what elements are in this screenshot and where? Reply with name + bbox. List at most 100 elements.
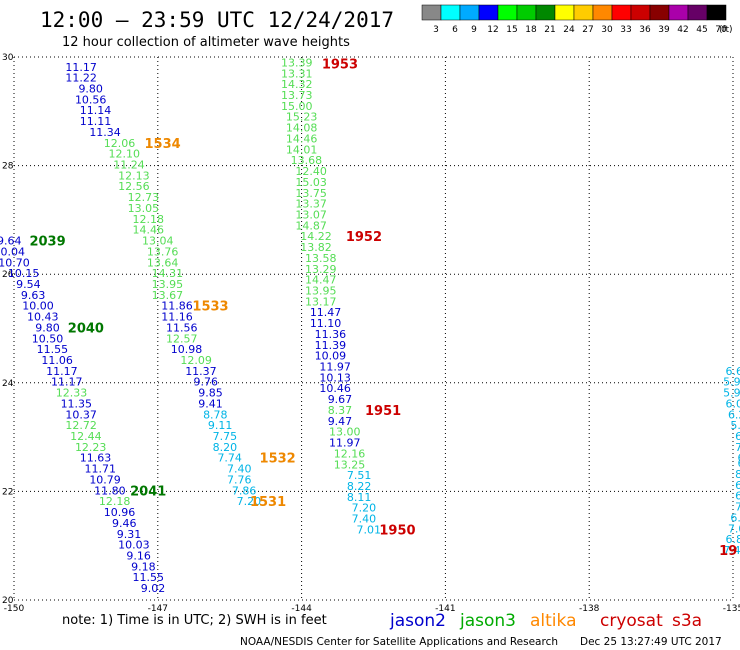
x-tick-label: -138: [579, 604, 600, 614]
x-tick-label: -135: [723, 604, 740, 614]
wave-height-label: 15.03: [295, 176, 327, 189]
legend-label: 21: [544, 25, 555, 35]
wave-height-label: 13.04: [142, 235, 174, 248]
legend-label: 70: [715, 25, 727, 35]
wave-height-label: 7.01: [356, 523, 381, 536]
wave-height-label: 11.97: [329, 437, 361, 450]
y-tick-label: 22: [2, 487, 13, 497]
wave-height-label: 7.20: [237, 495, 262, 508]
wave-height-label: 13.67: [152, 289, 184, 302]
wave-height-label: 9.67: [328, 393, 353, 406]
wave-height-label: 7.51: [347, 469, 372, 482]
legend-swatch: [440, 4, 461, 21]
wave-height-label: 13.05: [128, 202, 160, 215]
color-legend: 3 6 9 12 15 18 21 24 27 30 33 36 39 42 45 70(ft): [421, 4, 733, 35]
legend-label: 33: [620, 25, 631, 35]
wave-height-label: 11.37: [185, 365, 217, 378]
legend-label: 30: [601, 25, 613, 35]
wave-height-label: 14.32: [281, 78, 313, 91]
wave-height-label: 12.33: [56, 387, 88, 400]
wave-height-label: 13.76: [147, 245, 179, 258]
wave-height-label: 6.21: [728, 408, 740, 421]
wave-height-label: 9.80: [35, 321, 60, 334]
wave-height-label: 10.79: [89, 473, 121, 486]
legend-swatch: [611, 4, 632, 21]
wave-height-label: 13.75: [295, 187, 327, 200]
legend-swatch: [421, 4, 442, 21]
wave-height-label: 7.15: [735, 501, 740, 514]
wave-height-label: 15.23: [286, 111, 318, 124]
wave-height-label: 10.43: [27, 311, 59, 324]
data-points: 11.1711.229.8010.5611.1411.1111.3412.061…: [0, 56, 740, 595]
footer-credit: NOAA/NESDIS Center for Satellite Applica…: [240, 636, 558, 648]
legend-label: 3: [433, 25, 439, 35]
wave-height-label: 6.87: [738, 452, 740, 465]
wave-height-label: 10.13: [319, 371, 351, 384]
wave-height-label: 8.37: [328, 404, 353, 417]
legend-swatch: [554, 4, 575, 21]
wave-height-label: 10.96: [104, 506, 136, 519]
y-tick-label: 28: [2, 162, 14, 172]
wave-height-label: 13.29: [305, 263, 337, 276]
wave-height-label: 10.98: [171, 343, 203, 356]
pass-time-label: 1951: [365, 404, 401, 419]
wave-height-label: 10.04: [0, 245, 25, 258]
legend-swatch: [478, 4, 499, 21]
wave-height-label: 11.22: [65, 72, 97, 85]
pass-time-label: 1950: [379, 523, 415, 538]
wave-height-label: 12.16: [334, 447, 366, 460]
wave-height-label: 13.58: [305, 252, 337, 265]
wave-height-label: 7.03: [735, 441, 740, 454]
legend-swatch: [535, 4, 556, 21]
wave-height-label: 11.35: [61, 397, 93, 410]
wave-height-label: 10.70: [0, 256, 30, 269]
wave-height-label: 12.09: [180, 354, 212, 367]
legend-label: 39: [658, 25, 670, 35]
pass-time-label: 2039: [29, 235, 65, 250]
x-tick-label: -150: [4, 604, 25, 614]
wave-height-label: 14.31: [152, 267, 184, 280]
wave-height-label: 10.09: [315, 350, 347, 363]
wave-height-label: 8.11: [347, 491, 372, 504]
legend-label: 12: [487, 25, 498, 35]
wave-height-label: 11.55: [132, 571, 164, 584]
wave-height-label: 10.00: [22, 300, 54, 313]
wave-height-label: 9.47: [328, 415, 353, 428]
wave-height-label: 11.36: [315, 328, 347, 341]
pass-time-label: 2040: [68, 321, 104, 336]
legend-swatch: [706, 4, 727, 21]
legend-swatch: [497, 4, 518, 21]
wave-height-label: 11.06: [41, 354, 73, 367]
grid: [13, 56, 734, 601]
wave-height-label: 11.17: [46, 365, 78, 378]
wave-height-label: 13.00: [329, 426, 361, 439]
wave-height-label: 12.23: [75, 441, 107, 454]
wave-height-label: 14.46: [132, 224, 164, 237]
mission-label: s3a: [672, 611, 702, 631]
legend-swatch: [649, 4, 670, 21]
wave-height-label: 13.31: [281, 67, 313, 80]
wave-height-label: 9.02: [141, 582, 166, 595]
wave-height-label: 10.15: [8, 267, 40, 280]
wave-height-label: 13.68: [291, 154, 323, 167]
wave-height-label: 5.94: [723, 387, 740, 400]
legend-label: 24: [563, 25, 575, 35]
wave-height-label: 11.24: [113, 159, 145, 172]
mission-legend: jason2 jason3 altika cryosat s3a: [389, 611, 702, 631]
wave-height-label: 10.03: [118, 539, 150, 552]
pass-time-label: 1953: [322, 58, 358, 73]
wave-height-label: 6.54: [730, 511, 740, 524]
wave-height-label: 13.82: [300, 241, 332, 254]
wave-height-label: 14.22: [300, 230, 332, 243]
wave-height-label: 6.97: [738, 457, 740, 470]
wave-height-label: 13.73: [281, 89, 313, 102]
wave-height-label: 12.18: [132, 213, 164, 226]
wave-height-label: 6.47: [735, 490, 740, 503]
wave-height-label: 15.00: [281, 100, 313, 113]
x-tick-label: -141: [435, 604, 455, 614]
wave-height-label: 12.06: [104, 137, 136, 150]
wave-height-label: 11.86: [161, 300, 193, 313]
wave-height-label: 10.37: [65, 408, 97, 421]
wave-height-label: 12.13: [118, 169, 150, 182]
